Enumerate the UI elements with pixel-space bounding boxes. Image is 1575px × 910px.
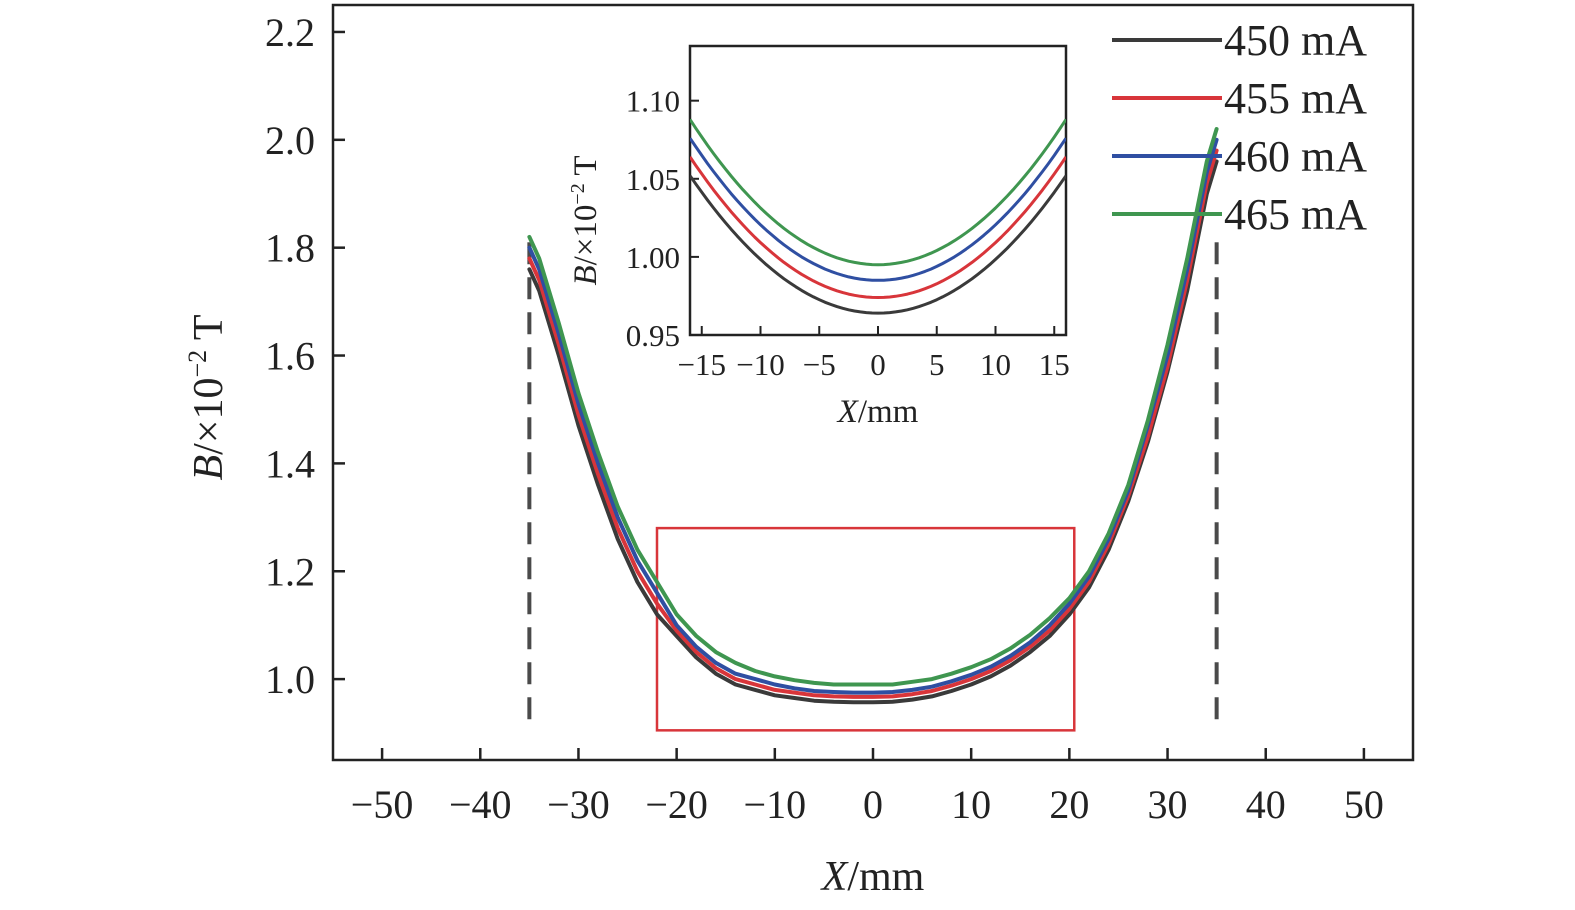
x-tick-label-2: −30 — [547, 782, 610, 827]
series-line-4 — [527, 127, 1219, 687]
y-tick-label-0: 1.0 — [265, 657, 315, 702]
x-tick-label-10: 50 — [1344, 782, 1384, 827]
inset-x-tick-label-4: 5 — [929, 347, 945, 382]
inset-x-tick-label-2: −5 — [803, 347, 836, 382]
y-tick-label-3: 1.6 — [265, 334, 315, 379]
x-tick-label-4: −10 — [744, 782, 807, 827]
inset-y-axis-title-unit: /×10 — [568, 205, 604, 266]
legend-label-2: 455 mA — [1224, 74, 1367, 123]
x-tick-label-1: −40 — [449, 782, 512, 827]
y-axis-title-unit: /×10 — [186, 378, 232, 455]
inset-x-tick-label-5: 10 — [980, 347, 1011, 382]
inset-x-axis-title-var: X — [836, 394, 860, 430]
legend-label-1: 450 mA — [1224, 16, 1367, 65]
y-axis-title: B/×10−2 T — [183, 314, 232, 480]
x-tick-label-3: −20 — [645, 782, 708, 827]
inset-series-line-4 — [690, 118, 1066, 267]
legend-label-4: 465 mA — [1224, 190, 1367, 239]
inset-x-tick-label-0: −15 — [678, 347, 726, 382]
x-tick-label-8: 30 — [1148, 782, 1188, 827]
inset-y-tick-label-0: 0.95 — [626, 318, 680, 353]
y-axis-title-var: B — [186, 455, 232, 481]
y-axis-title-exponent: −2 — [183, 350, 212, 378]
x-axis-title-var: X — [820, 854, 850, 900]
x-tick-label-7: 20 — [1049, 782, 1089, 827]
main-plot: −50 −40 −30 −20 −10 0 10 20 30 40 501.01.21.41.61.… — [183, 3, 1415, 900]
inset-y-tick-label-1: 1.00 — [626, 240, 680, 275]
inset-x-tick-label-6: 15 — [1039, 347, 1070, 382]
y-tick-label-4: 1.8 — [265, 226, 315, 271]
inset-y-tick-label-2: 1.05 — [626, 162, 680, 197]
x-tick-label-6: 10 — [951, 782, 991, 827]
legend: 450 mA 455 mA 460 mA 465 mA — [1112, 16, 1367, 239]
y-tick-label-2: 1.4 — [265, 441, 315, 486]
y-axis-title-tesla: T — [186, 314, 232, 349]
x-axis-title-unit: /mm — [847, 854, 924, 900]
y-tick-label-6: 2.2 — [265, 10, 315, 55]
series-line-2 — [527, 148, 1219, 699]
x-tick-label-0: −50 — [351, 782, 414, 827]
inset-series-line-1 — [690, 174, 1066, 315]
inset-x-tick-label-3: 0 — [870, 347, 886, 382]
inset-series-line-3 — [690, 137, 1066, 282]
y-tick-label-1: 1.2 — [265, 549, 315, 594]
inset-x-axis-title: X/mm — [836, 394, 919, 430]
y-tick-label-5: 2.0 — [265, 118, 315, 163]
inset-x-tick-label-1: −10 — [736, 347, 784, 382]
inset-y-tick-label-3: 1.10 — [626, 84, 680, 119]
legend-label-3: 460 mA — [1224, 132, 1367, 181]
inset-plot: −15 −10 −5 0 5 10 15 0.95 1.00 1.05 1.10 X/mm B/×10−… — [567, 44, 1070, 430]
series-line-3 — [527, 137, 1219, 695]
x-tick-label-9: 40 — [1246, 782, 1286, 827]
inset-y-axis-title-tesla: T — [568, 155, 604, 183]
zoom-region-rect — [655, 526, 1076, 732]
x-tick-label-5: 0 — [863, 782, 883, 827]
inset-series-line-2 — [690, 156, 1066, 299]
inset-frame — [688, 44, 1068, 337]
inset-x-axis-title-unit: /mm — [858, 394, 919, 430]
inset-y-axis-title-exponent: −2 — [567, 183, 589, 204]
series-line-1 — [527, 159, 1219, 705]
x-axis-title: X/mm — [820, 854, 925, 900]
inset-y-axis-title-var: B — [568, 265, 604, 285]
inset-y-axis-title: B/×10−2 T — [567, 155, 604, 285]
